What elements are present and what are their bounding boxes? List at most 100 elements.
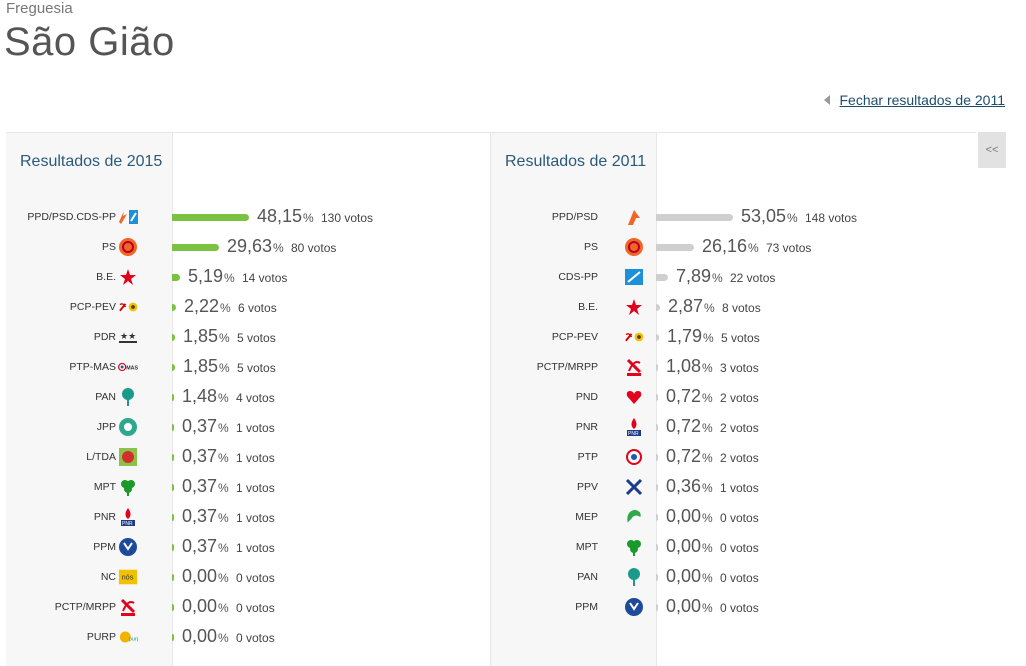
vote-count: 22 votos: [730, 271, 776, 285]
party-result-row: PCP-PEV 2,22% 6 votos: [6, 293, 976, 323]
party-name: L/TDA: [86, 451, 116, 463]
vote-count: 0 votos: [720, 541, 759, 555]
livre-icon: [118, 447, 138, 467]
party-result-row: MPT 0,00% 0 votos: [6, 533, 976, 563]
percent-value: 1,79%: [667, 326, 714, 346]
result-bar: [172, 454, 174, 461]
cds-pp-icon: [624, 267, 644, 287]
pdr-stars-icon: ★★: [118, 327, 138, 347]
percent-value: 0,00%: [182, 566, 229, 586]
party-result-row: PND 0,72% 2 votos: [6, 383, 976, 413]
vote-count: 80 votos: [291, 241, 337, 255]
party-result-row: PAN 1,48% 4 votos: [6, 383, 976, 413]
result-bar: [172, 424, 174, 431]
party-name: B.E.: [578, 301, 598, 313]
vote-count: 0 votos: [720, 571, 759, 585]
party-name: B.E.: [96, 271, 116, 283]
party-name: PTP-MAS: [69, 361, 116, 373]
party-result-row: PPV 0,36% 1 votos: [6, 473, 976, 503]
be-star-icon: [624, 297, 644, 317]
vote-count: 2 votos: [720, 421, 759, 435]
result-bar: [172, 214, 249, 221]
vote-count: 2 votos: [720, 451, 759, 465]
result-bar: [172, 544, 174, 551]
party-name: PCTP/MRPP: [536, 361, 598, 373]
party-result-row: PPD/PSD.CDS-PP 48,15% 130 votos: [6, 203, 976, 233]
party-name: PS: [101, 241, 116, 253]
vote-count: 3 votos: [720, 361, 759, 375]
party-result-row: PCP-PEV 1,79% 5 votos: [6, 323, 976, 353]
percent-value: 29,63%: [227, 236, 284, 256]
party-name: CDS-PP: [558, 271, 598, 283]
pnd-heart-icon: [624, 387, 644, 407]
ppm-icon: [624, 597, 644, 617]
party-name: PNR: [93, 511, 116, 523]
result-bar: [656, 604, 658, 611]
close-2011-results-link[interactable]: Fechar resultados de 2011: [824, 92, 1005, 108]
vote-count: 0 votos: [236, 601, 275, 615]
pcp-pev-icon: [624, 327, 644, 347]
be-star-icon: [118, 267, 138, 287]
party-name: PAN: [95, 391, 116, 403]
results-2011-title: Resultados de 2011: [505, 153, 647, 170]
vote-count: 1 votos: [236, 421, 275, 435]
mpt-clover-icon: [118, 477, 138, 497]
result-bar: [172, 274, 180, 281]
party-name: MEP: [575, 511, 598, 523]
vote-count: 4 votos: [236, 391, 275, 405]
party-name: PCP-PEV: [69, 301, 116, 313]
result-bar: [172, 364, 175, 371]
party-result-row: PS 26,16% 73 votos: [6, 233, 976, 263]
pan-tree-icon: [624, 567, 644, 587]
jpp-icon: [118, 417, 138, 437]
percent-value: 0,37%: [182, 506, 229, 526]
percent-value: 0,00%: [666, 566, 713, 586]
party-name: PPM: [93, 541, 116, 553]
percent-value: 1,85%: [183, 326, 230, 346]
percent-value: 0,72%: [666, 446, 713, 466]
party-name: PPV: [576, 481, 598, 493]
result-bar: [172, 484, 174, 491]
result-bar: [656, 364, 658, 371]
svg-text:★★: ★★: [120, 331, 136, 341]
ppd-psd-arrow-icon: [624, 207, 644, 227]
result-bar: [172, 394, 174, 401]
result-bar: [656, 514, 658, 521]
percent-value: 2,87%: [668, 296, 715, 316]
results-panel: Resultados de 2015 Resultados de 2011 PP…: [6, 132, 976, 666]
close-link-label: Fechar resultados de 2011: [839, 92, 1005, 108]
vote-count: 1 votos: [236, 511, 275, 525]
party-result-row: PS 29,63% 80 votos: [6, 233, 976, 263]
percent-value: 1,85%: [183, 356, 230, 376]
pctp-mrpp-icon: [624, 357, 644, 377]
vote-count: 0 votos: [236, 631, 275, 645]
party-result-row: MPT 0,37% 1 votos: [6, 473, 976, 503]
percent-value: 0,37%: [182, 476, 229, 496]
arrow-left-icon: [824, 95, 831, 105]
collapse-panel-button[interactable]: <<: [978, 132, 1006, 168]
percent-value: 0,00%: [666, 596, 713, 616]
page-title: São Gião: [4, 20, 175, 64]
percent-value: 0,72%: [666, 416, 713, 436]
party-result-row: PTP-MAS MAS 1,85% 5 votos: [6, 353, 976, 383]
result-bar: [656, 424, 658, 431]
party-result-row: NC nós 0,00% 0 votos: [6, 563, 976, 593]
percent-value: 0,00%: [182, 596, 229, 616]
ppm-icon: [118, 537, 138, 557]
pnr-flame-icon: PNR: [118, 507, 138, 527]
result-bar: [656, 394, 658, 401]
percent-value: 0,37%: [182, 536, 229, 556]
vote-count: 0 votos: [720, 511, 759, 525]
result-bar: [172, 334, 175, 341]
percent-value: 2,22%: [184, 296, 231, 316]
purp-icon: purp: [118, 627, 138, 647]
vote-count: 5 votos: [237, 331, 276, 345]
results-2015-data-column: [172, 133, 490, 666]
pcp-pev-icon: [118, 297, 138, 317]
party-result-row: PPM 0,37% 1 votos: [6, 533, 976, 563]
pnr-flame-icon: PNR: [624, 417, 644, 437]
result-bar: [172, 304, 176, 311]
vote-count: 5 votos: [721, 331, 760, 345]
vote-count: 1 votos: [236, 541, 275, 555]
percent-value: 0,37%: [182, 446, 229, 466]
